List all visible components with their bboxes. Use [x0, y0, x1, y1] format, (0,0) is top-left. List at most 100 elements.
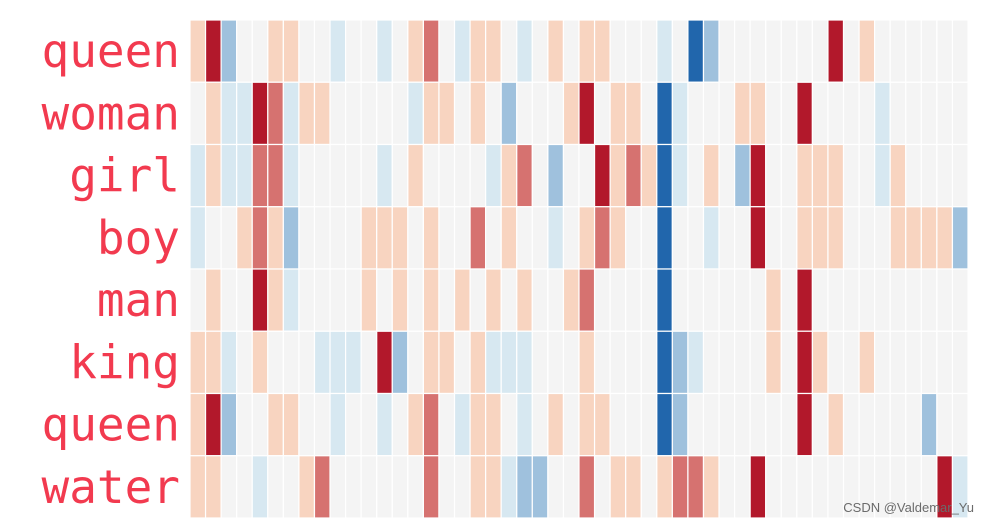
heatmap-cell: [780, 268, 798, 332]
heatmap-cell: [189, 330, 207, 395]
heatmap-cell: [500, 81, 518, 146]
heatmap-cell: [874, 19, 891, 83]
heatmap-cell: [656, 206, 673, 270]
heatmap-cell: [220, 143, 238, 208]
heatmap-cell: [656, 19, 673, 83]
heatmap-cell: [593, 268, 611, 332]
heatmap-cell: [453, 206, 471, 270]
heatmap-cell: [765, 143, 782, 208]
heatmap-cell: [780, 19, 798, 83]
heatmap-cell: [578, 81, 596, 146]
heatmap-cell: [842, 19, 860, 83]
heatmap-cell: [531, 392, 549, 457]
heatmap-cell: [251, 81, 269, 146]
heatmap-cell: [951, 455, 969, 519]
heatmap-cell: [562, 268, 580, 332]
heatmap-cell: [500, 19, 518, 83]
heatmap-cell: [391, 143, 409, 208]
heatmap-cell: [267, 392, 284, 457]
heatmap-cell: [796, 81, 814, 146]
heatmap-cell: [251, 455, 269, 519]
heatmap-cell: [313, 143, 331, 208]
heatmap-cell: [593, 81, 611, 146]
heatmap-cell: [765, 455, 782, 519]
heatmap-cell: [516, 81, 533, 146]
row-label: boy: [97, 211, 180, 265]
heatmap-cell: [547, 455, 565, 519]
heatmap-cell: [749, 268, 767, 332]
heatmap-cell: [531, 268, 549, 332]
heatmap-cell: [874, 392, 891, 457]
heatmap-cell: [718, 19, 736, 83]
heatmap-cell: [516, 268, 533, 332]
heatmap-cell: [485, 392, 502, 457]
heatmap-cell: [220, 392, 238, 457]
heatmap-cell: [189, 268, 207, 332]
heatmap-cell: [360, 330, 378, 395]
heatmap-cell: [920, 143, 938, 208]
heatmap-cell: [749, 19, 767, 83]
heatmap-cell: [298, 206, 316, 270]
heatmap-cell: [936, 268, 954, 332]
heatmap-cell: [500, 330, 518, 395]
heatmap-cell: [345, 81, 362, 146]
heatmap-cell: [485, 143, 502, 208]
heatmap-cell: [702, 455, 720, 519]
heatmap-cell: [905, 81, 922, 146]
heatmap-cell: [360, 455, 378, 519]
heatmap-cell: [951, 268, 969, 332]
heatmap-cell: [422, 19, 440, 83]
heatmap-cell: [360, 392, 378, 457]
heatmap-cell: [282, 455, 300, 519]
heatmap-cell: [780, 143, 798, 208]
heatmap-cell: [345, 143, 362, 208]
heatmap-cell: [562, 330, 580, 395]
heatmap-cell: [391, 268, 409, 332]
heatmap-cell: [236, 455, 253, 519]
heatmap-cell: [562, 455, 580, 519]
heatmap-cell: [282, 143, 300, 208]
heatmap-cell: [531, 19, 549, 83]
heatmap-cell: [702, 268, 720, 332]
heatmap-cell: [562, 392, 580, 457]
heatmap-cell: [562, 206, 580, 270]
heatmap-cell: [936, 19, 954, 83]
heatmap-cell: [204, 81, 222, 146]
heatmap-cell: [920, 330, 938, 395]
heatmap-cell: [609, 392, 627, 457]
heatmap-cell: [469, 206, 487, 270]
heatmap-cell: [733, 81, 751, 146]
heatmap-cell: [889, 143, 907, 208]
heatmap-cell: [251, 330, 269, 395]
heatmap-cell: [656, 81, 673, 146]
heatmap-cell: [625, 392, 642, 457]
heatmap-cell: [578, 330, 596, 395]
heatmap-cell: [500, 268, 518, 332]
heatmap-cell: [842, 81, 860, 146]
heatmap-cell: [422, 268, 440, 332]
heatmap-cell: [609, 268, 627, 332]
heatmap-cell: [267, 19, 284, 83]
heatmap-cell: [251, 268, 269, 332]
heatmap-cell: [874, 143, 891, 208]
heatmap-cell: [827, 268, 845, 332]
heatmap-cell: [687, 392, 705, 457]
heatmap-cell: [640, 143, 658, 208]
heatmap-cell: [267, 81, 284, 146]
heatmap-cell: [936, 81, 954, 146]
heatmap-cell: [671, 455, 689, 519]
row-label: girl: [69, 149, 180, 203]
heatmap-cell: [578, 143, 596, 208]
heatmap-cell: [531, 455, 549, 519]
heatmap-cell: [204, 268, 222, 332]
heatmap-cell: [671, 268, 689, 332]
heatmap-cell: [920, 392, 938, 457]
heatmap-cell: [609, 330, 627, 395]
heatmap-cell: [749, 330, 767, 395]
heatmap-cell: [313, 268, 331, 332]
heatmap-cell: [687, 81, 705, 146]
heatmap-cell: [656, 455, 673, 519]
heatmap-cell: [562, 81, 580, 146]
heatmap-cell: [438, 143, 456, 208]
heatmap-cell: [236, 81, 253, 146]
